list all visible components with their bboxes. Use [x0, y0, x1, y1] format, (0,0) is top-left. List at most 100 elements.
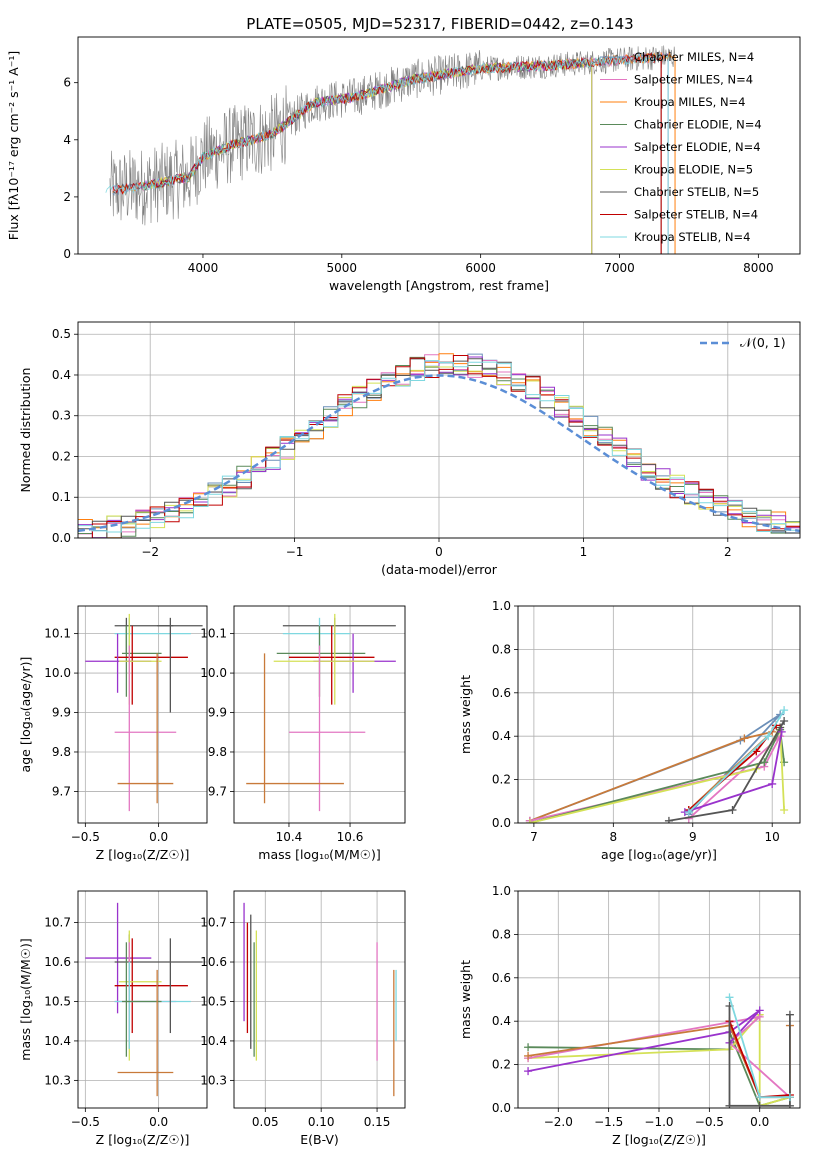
- y-axis-label: Normed distribution: [18, 368, 33, 493]
- y-tick-label: 10.6: [200, 955, 227, 969]
- plot-area-massweight-vs-Z: [524, 993, 794, 1108]
- legend-entry: Chabrier MILES, N=4: [634, 50, 754, 64]
- weight-series-line: [529, 724, 785, 823]
- x-axis-label: (data-model)/error: [381, 562, 498, 577]
- x-tick-label: 0.0: [750, 1115, 769, 1129]
- y-tick-label: 10.3: [44, 1073, 71, 1087]
- y-tick-label: 9.9: [52, 706, 71, 720]
- weight-point-marker: [780, 717, 789, 726]
- plot-area-age-vs-Z: [85, 613, 203, 812]
- y-tick-label: 10.6: [44, 955, 71, 969]
- x-axis-label: Z [log₁₀(Z/Z☉)]: [96, 1132, 190, 1147]
- y-tick-label: 0.6: [492, 971, 511, 985]
- weight-series-line: [527, 1009, 761, 1072]
- chart-mass-vs-ebv: 0.05 0.10 0.15 10.3 10.4 10.5 10.6 10.7 E(B-V): [200, 890, 406, 1147]
- x-tick-label: 6000: [465, 261, 496, 275]
- y-tick-label: 0.8: [492, 927, 511, 941]
- weight-series-line: [529, 726, 785, 823]
- y-tick-label: 1.0: [492, 884, 511, 898]
- legend-entry: Kroupa MILES, N=4: [634, 95, 746, 109]
- x-tick-label: −0.5: [695, 1115, 724, 1129]
- y-tick-label: 6: [63, 76, 71, 90]
- legend-entry: Salpeter MILES, N=4: [634, 73, 753, 87]
- plot-area-mass-vs-Z: [85, 902, 203, 1097]
- x-tick-label: −2: [141, 545, 159, 559]
- axes-frame: [77, 605, 208, 824]
- residual-histogram-step: [78, 353, 800, 538]
- y-tick-label: 9.8: [52, 745, 71, 759]
- y-tick-label: 9.8: [208, 745, 227, 759]
- y-axis-label: mass weight: [458, 675, 473, 754]
- plot-area-mass-vs-ebv: [243, 902, 397, 1097]
- x-tick-label: −0.5: [71, 1115, 100, 1129]
- weight-point-marker: [785, 1010, 794, 1019]
- chart-massweight-vs-Z: −2.0 −1.5 −1.0 −0.5 0.0 0.0 0.2 0.4 0.6 0.8 1.0 Z […: [458, 884, 801, 1147]
- model-spectrum-line: [105, 52, 669, 195]
- y-tick-label: 0.2: [492, 773, 511, 787]
- weight-point-marker: [777, 727, 786, 736]
- legend-entry: Chabrier STELIB, N=5: [634, 185, 759, 199]
- weight-point-marker: [780, 805, 789, 814]
- plot-area-residuals: [78, 353, 800, 538]
- chart-mass-vs-Z: −0.5 0.0 10.3 10.4 10.5 10.6 10.7 Z [log₁₀(Z/Z☉…: [18, 890, 208, 1147]
- x-tick-label: −1.0: [644, 1115, 673, 1129]
- legend-entry: Kroupa ELODIE, N=5: [634, 163, 753, 177]
- y-tick-label: 2: [63, 190, 71, 204]
- residual-histogram-step: [78, 360, 800, 533]
- weight-point-marker: [780, 706, 789, 715]
- y-tick-label: 10.0: [200, 666, 227, 680]
- y-tick-label: 0.0: [492, 1101, 511, 1115]
- weight-point-marker: [725, 993, 734, 1002]
- x-tick-label: 1: [580, 545, 588, 559]
- x-tick-label: 10: [765, 830, 780, 844]
- x-tick-label: 10.4: [276, 830, 303, 844]
- chart-age-vs-mass: 10.4 10.6 9.7 9.8 9.9 10.0 10.1 mass [log₁₀(M/M…: [200, 605, 406, 862]
- y-tick-label: 0.4: [52, 368, 71, 382]
- x-tick-label: 0: [435, 545, 443, 559]
- x-tick-label: 7000: [604, 261, 635, 275]
- plot-layer: 4000 5000 6000 7000 8000 0 2 4 6 wavelength [Angs…: [6, 36, 801, 1147]
- x-tick-label: 0.10: [308, 1115, 335, 1129]
- x-tick-label: 2: [724, 545, 732, 559]
- x-tick-label: 0.15: [364, 1115, 391, 1129]
- x-axis-label: mass [log₁₀(M/M☉)]: [258, 847, 380, 862]
- y-tick-label: 9.7: [208, 784, 227, 798]
- x-axis-label: E(B-V): [300, 1132, 339, 1147]
- plot-area-spectrum: [105, 45, 676, 254]
- x-tick-label: 9: [689, 830, 697, 844]
- axes-frame: [233, 605, 406, 824]
- y-tick-label: 10.3: [200, 1073, 227, 1087]
- residual-legend: 𝒩(0, 1): [700, 335, 786, 350]
- weight-point-marker: [684, 808, 693, 817]
- y-tick-label: 0.1: [52, 490, 71, 504]
- y-tick-label: 10.1: [44, 627, 71, 641]
- x-tick-label: 0.0: [149, 830, 168, 844]
- y-tick-label: 10.4: [44, 1034, 71, 1048]
- chart-spectrum: 4000 5000 6000 7000 8000 0 2 4 6 wavelength [Angs…: [6, 36, 801, 293]
- x-tick-label: 5000: [327, 261, 358, 275]
- weight-point-marker: [785, 1093, 794, 1102]
- y-tick-label: 0: [63, 247, 71, 261]
- weight-point-marker: [740, 734, 749, 743]
- axes-frame: [77, 321, 801, 539]
- y-tick-label: 10.5: [200, 994, 227, 1008]
- y-tick-label: 9.9: [208, 706, 227, 720]
- weight-point-marker: [760, 758, 769, 767]
- x-tick-label: −0.5: [71, 830, 100, 844]
- weight-series-line: [529, 735, 781, 822]
- y-tick-label: 10.0: [44, 666, 71, 680]
- x-tick-label: −1.5: [594, 1115, 623, 1129]
- x-tick-label: −2.0: [544, 1115, 573, 1129]
- weight-point-marker: [524, 1067, 533, 1076]
- weight-point-marker: [768, 779, 777, 788]
- weight-series-line: [527, 1015, 791, 1098]
- observed-spectrum-line: [109, 45, 676, 226]
- weight-point-marker: [524, 1043, 533, 1052]
- normal-reference-curve: [78, 374, 800, 533]
- plot-area-massweight-vs-age: [525, 706, 789, 823]
- y-tick-label: 0.4: [492, 729, 511, 743]
- weight-point-marker: [524, 1051, 533, 1060]
- weight-point-marker: [725, 1101, 734, 1108]
- x-tick-label: 7: [530, 830, 538, 844]
